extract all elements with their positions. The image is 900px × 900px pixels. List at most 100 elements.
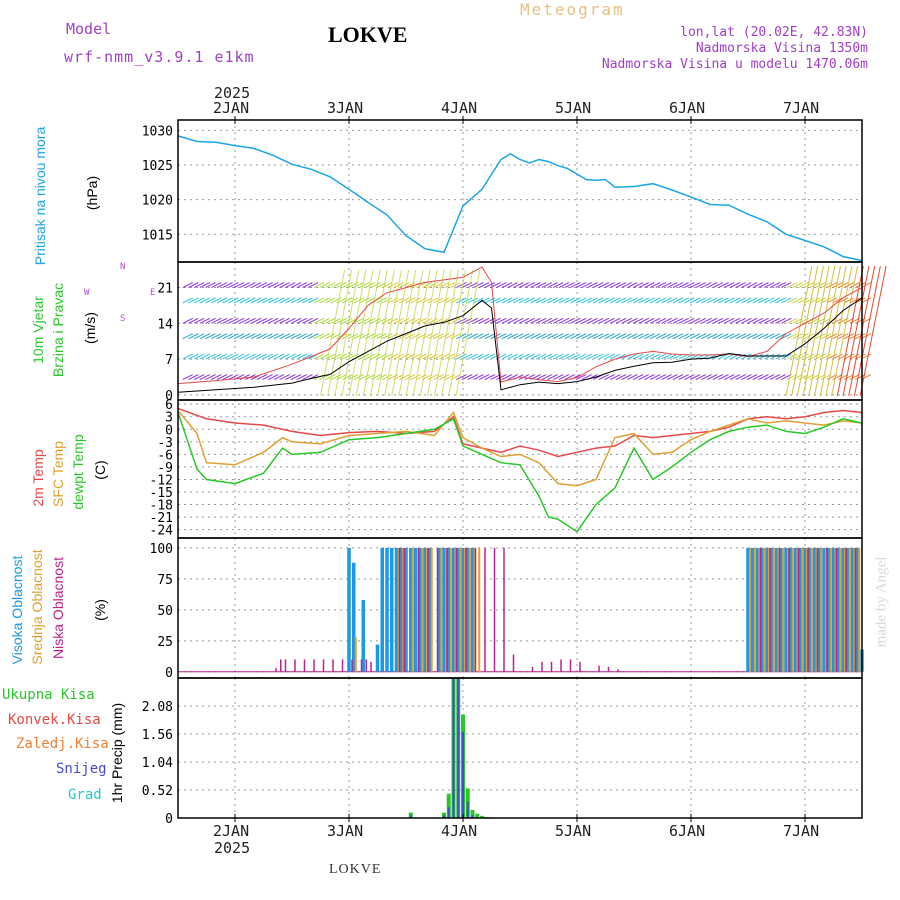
precip-bar bbox=[475, 813, 480, 818]
wind-barb bbox=[182, 317, 193, 324]
wind-barb bbox=[239, 282, 250, 289]
wind-barb bbox=[496, 374, 507, 381]
wind-barb bbox=[501, 333, 513, 340]
wind-barb bbox=[518, 353, 530, 360]
cloud-bar bbox=[746, 547, 750, 672]
cloud-bar bbox=[815, 547, 818, 672]
cloud-bar bbox=[468, 547, 471, 672]
y-tick-label: 100 bbox=[150, 542, 173, 557]
wind-barb bbox=[524, 374, 535, 381]
wind-barb bbox=[786, 317, 798, 324]
wind-barb bbox=[456, 353, 467, 360]
cloud-bar bbox=[798, 547, 802, 672]
cloud-bar bbox=[474, 547, 477, 672]
wind-barb bbox=[815, 282, 826, 289]
wind-barb bbox=[615, 282, 627, 289]
cloud-bar bbox=[413, 547, 418, 672]
wind-barb bbox=[211, 353, 222, 360]
cloud-bar bbox=[827, 547, 831, 672]
cloud-bar bbox=[470, 547, 475, 672]
wind-barb-long bbox=[398, 269, 424, 397]
wind-barb bbox=[752, 297, 763, 304]
cloud-bar bbox=[354, 637, 357, 672]
wind-barb bbox=[182, 333, 193, 340]
cloud-bar bbox=[765, 547, 769, 672]
wind-barb bbox=[724, 317, 735, 324]
wind-barb bbox=[695, 297, 706, 304]
wind-barb bbox=[518, 297, 530, 304]
wind-barb bbox=[387, 353, 399, 360]
cloud-bar bbox=[778, 547, 781, 672]
y-tick-label: 0 bbox=[165, 389, 173, 404]
wind-barb bbox=[741, 374, 752, 381]
wind-barb bbox=[313, 282, 325, 289]
wind-barb bbox=[570, 317, 581, 324]
y-tick-label: -6 bbox=[157, 448, 173, 463]
wind-barb bbox=[199, 353, 211, 360]
wind-barb bbox=[558, 317, 570, 324]
wind-barb-long bbox=[791, 265, 819, 397]
wind-barb-long bbox=[405, 269, 431, 397]
wind-barb bbox=[484, 282, 496, 289]
wind-barb bbox=[370, 374, 382, 381]
wind-barb bbox=[786, 353, 798, 360]
wind-barb bbox=[604, 333, 615, 340]
wind-barb bbox=[473, 282, 484, 289]
wind-barb bbox=[667, 374, 678, 381]
cloud-bar bbox=[341, 659, 344, 672]
wind-barb-long bbox=[825, 265, 853, 397]
wind-barb bbox=[188, 282, 199, 289]
wind-barb bbox=[649, 374, 661, 381]
wind-barb bbox=[313, 333, 325, 340]
wind-barb bbox=[746, 282, 758, 289]
wind-barb bbox=[758, 297, 769, 304]
wind-barb bbox=[513, 353, 524, 360]
wind-barb bbox=[672, 297, 684, 304]
cloud-bar bbox=[834, 547, 837, 672]
wind-barb bbox=[644, 333, 655, 340]
wind-barb bbox=[724, 333, 735, 340]
cloud-bar bbox=[831, 547, 836, 672]
wind-barb bbox=[342, 333, 353, 340]
wind-barb bbox=[427, 297, 439, 304]
wind-barb bbox=[655, 353, 667, 360]
cloud-bar bbox=[351, 659, 353, 672]
wind-barb bbox=[239, 353, 250, 360]
cloud-bar bbox=[791, 547, 794, 672]
wind-barb bbox=[798, 297, 809, 304]
wind-barb bbox=[250, 317, 262, 324]
wind-barb bbox=[655, 374, 667, 381]
day-label: 7JAN bbox=[783, 99, 820, 117]
wind-barb bbox=[427, 353, 439, 360]
wind-barb bbox=[575, 333, 587, 340]
wind-barb bbox=[638, 282, 649, 289]
wind-barb bbox=[718, 282, 729, 289]
wind-barb bbox=[421, 353, 433, 360]
wind-barb bbox=[843, 374, 855, 381]
temp-ylabel-1: 2m Temp bbox=[30, 449, 46, 507]
wind-barb bbox=[302, 317, 313, 324]
wind-barb bbox=[632, 282, 644, 289]
wind-barb-long bbox=[853, 265, 881, 397]
wind-barb bbox=[416, 282, 427, 289]
wind-barb bbox=[587, 353, 598, 360]
wind-barb-long bbox=[814, 265, 841, 397]
wind-barb bbox=[507, 374, 518, 381]
wind-barb bbox=[193, 297, 205, 304]
sfc-temp-line bbox=[177, 410, 863, 487]
wind-barb bbox=[758, 333, 769, 340]
wind-barb bbox=[262, 374, 273, 381]
wind-barb bbox=[553, 282, 564, 289]
wind-barb bbox=[610, 297, 621, 304]
wind-barb bbox=[718, 333, 729, 340]
wind-barb bbox=[222, 317, 233, 324]
cloud-bar bbox=[810, 547, 813, 672]
wind-barb bbox=[638, 297, 649, 304]
wind-barb bbox=[427, 282, 439, 289]
elevation-label: Nadmorska Visina 1350m bbox=[695, 41, 868, 56]
y-tick-label: -21 bbox=[150, 511, 173, 526]
wind-barb bbox=[325, 353, 336, 360]
wind-barb bbox=[364, 333, 376, 340]
wind-barb bbox=[758, 353, 769, 360]
wind-barb bbox=[575, 353, 587, 360]
